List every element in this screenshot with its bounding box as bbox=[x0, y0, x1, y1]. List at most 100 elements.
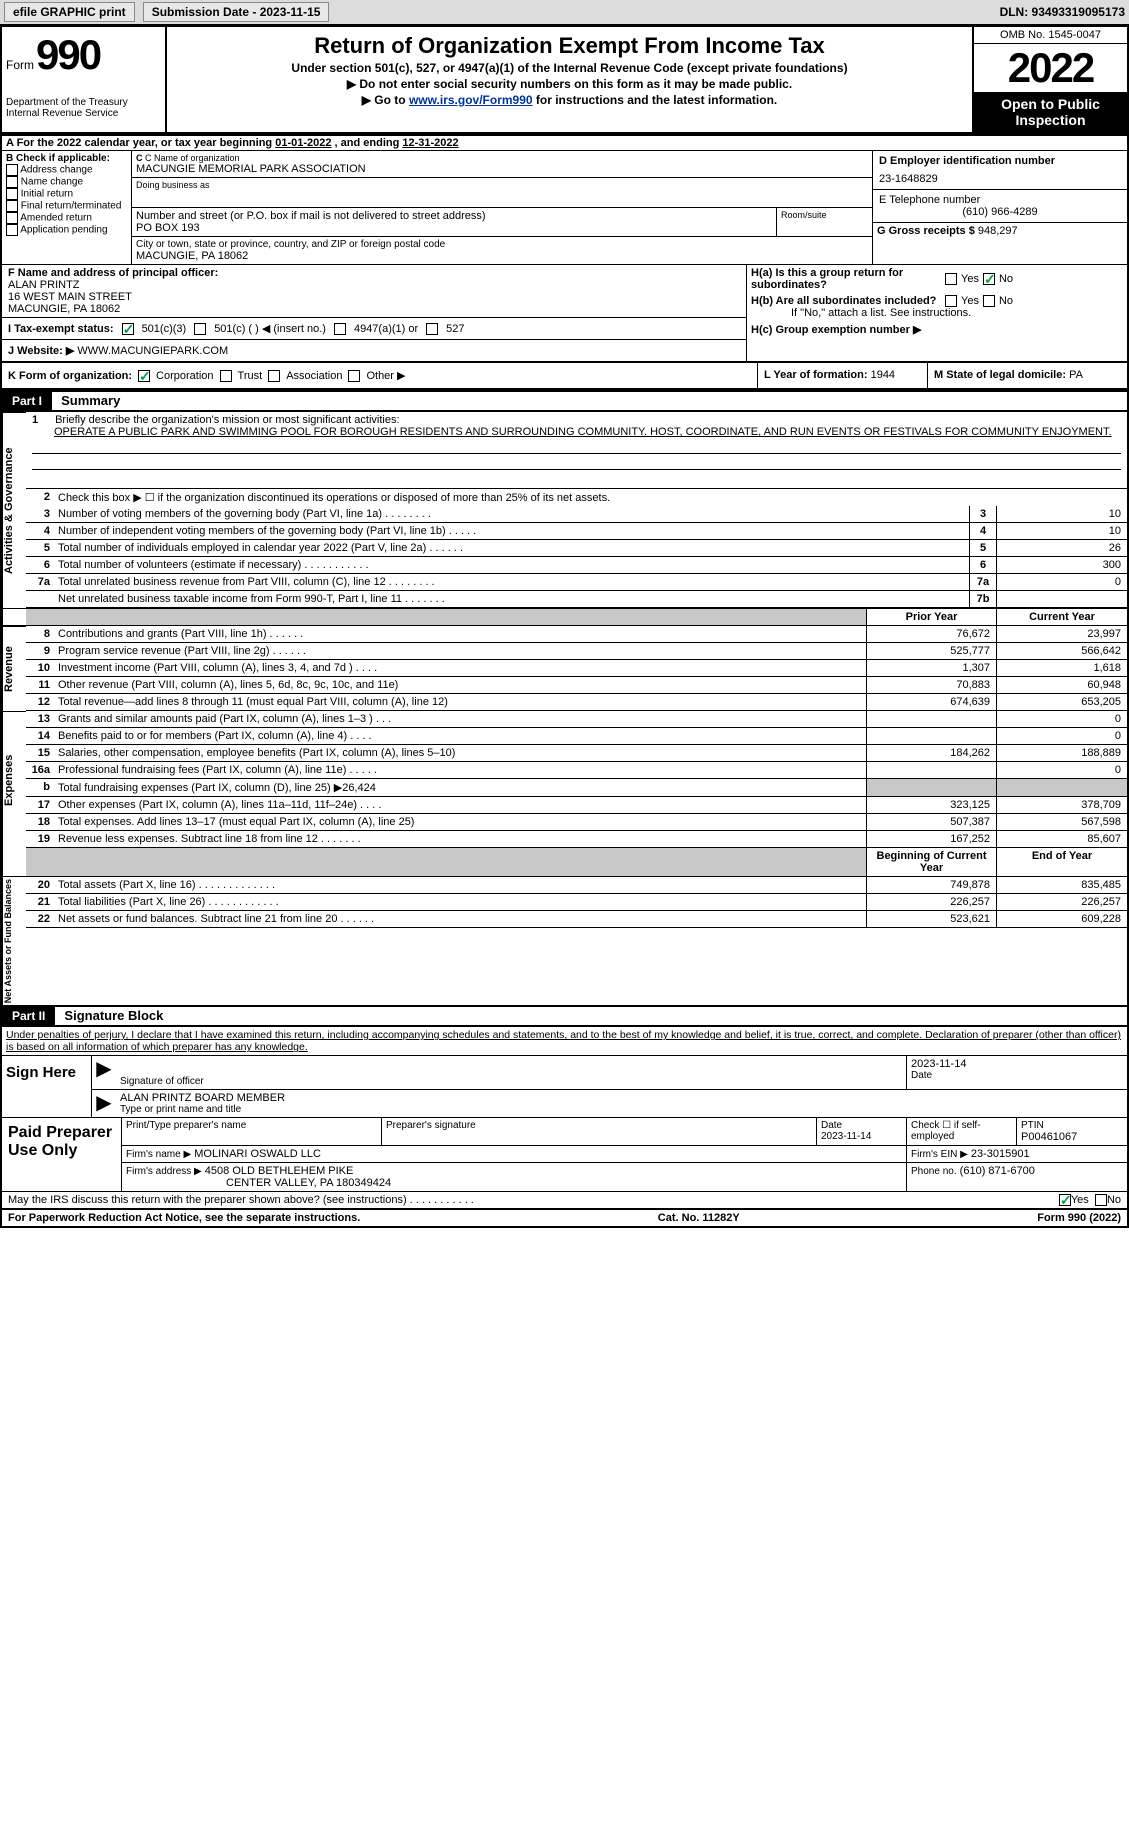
arrow-icon: ▶ bbox=[92, 1090, 116, 1117]
website-value: WWW.MACUNGIEPARK.COM bbox=[77, 345, 228, 357]
efile-button[interactable]: efile GRAPHIC print bbox=[4, 2, 135, 22]
mission-label: Briefly describe the organization's miss… bbox=[55, 414, 399, 426]
city-state-zip: MACUNGIE, PA 18062 bbox=[136, 250, 868, 262]
b-checkbox[interactable] bbox=[6, 188, 18, 200]
l-label: L Year of formation: bbox=[764, 369, 868, 381]
sign-here-label: Sign Here bbox=[2, 1056, 92, 1117]
type-name-label: Type or print name and title bbox=[120, 1104, 1123, 1115]
4947-checkbox[interactable] bbox=[334, 323, 346, 335]
corp-checkbox[interactable] bbox=[138, 370, 150, 382]
org-name-label: C Name of organization bbox=[145, 153, 240, 163]
open-to-public: Open to Public Inspection bbox=[974, 92, 1127, 132]
self-employed-label: Check ☐ if self-employed bbox=[907, 1118, 1017, 1145]
firm-name: MOLINARI OSWALD LLC bbox=[194, 1148, 321, 1160]
part-ii-header: Part II bbox=[2, 1007, 55, 1025]
room-suite-label: Room/suite bbox=[777, 208, 872, 236]
print-preparer-label: Print/Type preparer's name bbox=[126, 1120, 377, 1131]
other-checkbox[interactable] bbox=[348, 370, 360, 382]
form-number: 990 bbox=[36, 31, 100, 79]
part-i-header: Part I bbox=[2, 392, 52, 410]
dba-label: Doing business as bbox=[136, 180, 868, 190]
hc-label: H(c) Group exemption number ▶ bbox=[751, 323, 1123, 336]
dept-treasury: Department of the Treasury Internal Reve… bbox=[6, 97, 161, 119]
discuss-question: May the IRS discuss this return with the… bbox=[8, 1194, 474, 1206]
501c3-checkbox[interactable] bbox=[122, 323, 134, 335]
discuss-yes-checkbox[interactable] bbox=[1059, 1194, 1071, 1206]
sig-date-label: Date bbox=[911, 1070, 1123, 1081]
ptin-value: P00461067 bbox=[1021, 1131, 1123, 1143]
perjury-declaration: Under penalties of perjury, I declare th… bbox=[2, 1027, 1127, 1055]
current-year-header: Current Year bbox=[997, 609, 1127, 625]
b-checkbox[interactable] bbox=[6, 176, 18, 188]
officer-label: F Name and address of principal officer: bbox=[8, 267, 740, 279]
firm-phone: (610) 871-6700 bbox=[960, 1165, 1035, 1177]
l-value: 1944 bbox=[871, 369, 895, 381]
hb-label: H(b) Are all subordinates included? bbox=[751, 295, 941, 307]
tax-status-label: I Tax-exempt status: bbox=[8, 323, 114, 335]
part-i-title: Summary bbox=[55, 393, 120, 408]
hb-yes-checkbox[interactable] bbox=[945, 295, 957, 307]
firm-addr1: 4508 OLD BETHLEHEM PIKE bbox=[205, 1165, 354, 1177]
prep-date-label: Date bbox=[821, 1120, 902, 1131]
hb-no-checkbox[interactable] bbox=[983, 295, 995, 307]
ein-value: 23-1648829 bbox=[879, 173, 1121, 185]
assoc-checkbox[interactable] bbox=[268, 370, 280, 382]
form-title: Return of Organization Exempt From Incom… bbox=[173, 33, 966, 59]
officer-name: ALAN PRINTZ bbox=[8, 279, 740, 291]
footer-cat: Cat. No. 11282Y bbox=[658, 1212, 740, 1224]
527-checkbox[interactable] bbox=[426, 323, 438, 335]
b-checkbox[interactable] bbox=[6, 164, 18, 176]
footer-left: For Paperwork Reduction Act Notice, see … bbox=[8, 1212, 360, 1224]
officer-addr1: 16 WEST MAIN STREET bbox=[8, 291, 740, 303]
irs-link[interactable]: www.irs.gov/Form990 bbox=[409, 93, 533, 107]
city-label: City or town, state or province, country… bbox=[136, 239, 868, 250]
prep-date: 2023-11-14 bbox=[821, 1131, 902, 1142]
ein-label: D Employer identification number bbox=[879, 155, 1121, 167]
m-value: PA bbox=[1069, 369, 1083, 381]
discuss-no-checkbox[interactable] bbox=[1095, 1194, 1107, 1206]
goto-pre: ▶ Go to bbox=[362, 93, 409, 107]
vtab-expenses: Expenses bbox=[2, 711, 26, 848]
m-label: M State of legal domicile: bbox=[934, 369, 1066, 381]
omb-number: OMB No. 1545-0047 bbox=[974, 27, 1127, 44]
vtab-net-assets: Net Assets or Fund Balances bbox=[2, 877, 26, 1005]
ha-no-checkbox[interactable] bbox=[983, 273, 995, 285]
addr-label: Number and street (or P.O. box if mail i… bbox=[136, 210, 772, 222]
sig-officer-label: Signature of officer bbox=[120, 1076, 902, 1087]
officer-printed-name: ALAN PRINTZ BOARD MEMBER bbox=[120, 1092, 1123, 1104]
trust-checkbox[interactable] bbox=[220, 370, 232, 382]
form-word: Form bbox=[6, 58, 34, 72]
top-bar: efile GRAPHIC print Submission Date - 20… bbox=[0, 0, 1129, 25]
prior-year-header: Prior Year bbox=[867, 609, 997, 625]
footer-right: Form 990 (2022) bbox=[1037, 1212, 1121, 1224]
calendar-year-line: A For the 2022 calendar year, or tax yea… bbox=[2, 136, 1127, 151]
col-b-checkboxes: B Check if applicable: Address change Na… bbox=[2, 151, 132, 264]
tax-year: 2022 bbox=[974, 44, 1127, 92]
b-checkbox[interactable] bbox=[6, 224, 18, 236]
end-year-header: End of Year bbox=[997, 848, 1127, 876]
begin-year-header: Beginning of Current Year bbox=[867, 848, 997, 876]
tel-value: (610) 966-4289 bbox=[879, 206, 1121, 218]
hb-note: If "No," attach a list. See instructions… bbox=[791, 307, 1123, 319]
tel-label: E Telephone number bbox=[879, 194, 1121, 206]
501c-checkbox[interactable] bbox=[194, 323, 206, 335]
dln: DLN: 93493319095173 bbox=[1000, 5, 1125, 19]
form-subtitle-1: Under section 501(c), 527, or 4947(a)(1)… bbox=[173, 61, 966, 75]
form-subtitle-2: ▶ Do not enter social security numbers o… bbox=[173, 77, 966, 91]
sig-date: 2023-11-14 bbox=[911, 1058, 1123, 1070]
ha-yes-checkbox[interactable] bbox=[945, 273, 957, 285]
b-checkbox[interactable] bbox=[6, 212, 18, 224]
arrow-icon: ▶ bbox=[92, 1056, 116, 1089]
officer-addr2: MACUNGIE, PA 18062 bbox=[8, 303, 740, 315]
firm-ein: 23-3015901 bbox=[971, 1148, 1030, 1160]
part-ii-title: Signature Block bbox=[58, 1008, 163, 1023]
gross-value: 948,297 bbox=[978, 225, 1018, 237]
ptin-label: PTIN bbox=[1021, 1120, 1123, 1131]
preparer-sig-label: Preparer's signature bbox=[386, 1120, 812, 1131]
ha-label: H(a) Is this a group return for subordin… bbox=[751, 267, 941, 291]
b-checkbox[interactable] bbox=[6, 200, 18, 212]
street-address: PO BOX 193 bbox=[136, 222, 772, 234]
paid-preparer-label: Paid Preparer Use Only bbox=[2, 1118, 122, 1191]
k-label: K Form of organization: bbox=[8, 370, 132, 382]
mission-text: OPERATE A PUBLIC PARK AND SWIMMING POOL … bbox=[54, 426, 1121, 438]
